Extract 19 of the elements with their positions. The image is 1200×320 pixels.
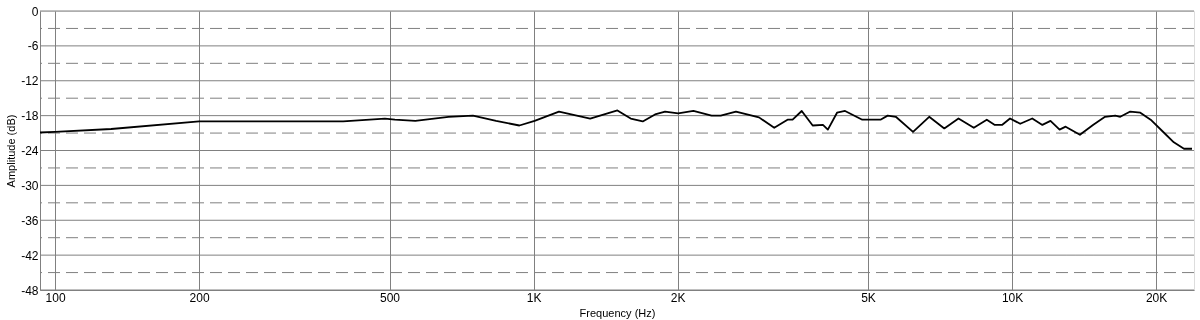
y-tick-label: -48 xyxy=(21,283,39,298)
x-tick-label: 20K xyxy=(1145,290,1168,305)
y-tick-label: -24 xyxy=(21,144,39,158)
y-tick-label: -6 xyxy=(27,39,39,54)
x-tick-label: 200 xyxy=(189,290,210,305)
y-axis-title: Amplitude (dB) xyxy=(5,114,18,188)
x-axis-title: Frequency (Hz) xyxy=(579,306,656,319)
y-tick-label: -30 xyxy=(21,178,39,193)
x-tick-label: 1K xyxy=(526,290,542,305)
y-tick-label: -42 xyxy=(21,248,39,263)
x-tick-label: 5K xyxy=(861,290,876,305)
x-tick-label: 2K xyxy=(670,290,686,305)
x-tick-label: 500 xyxy=(380,290,401,305)
x-tick-label: 10K xyxy=(1001,290,1024,305)
x-tick-label: 100 xyxy=(45,290,66,305)
y-tick-label: -36 xyxy=(21,213,39,228)
y-tick-label: 0 xyxy=(31,4,39,19)
y-tick-label: -12 xyxy=(21,74,39,89)
y-tick-label: -18 xyxy=(21,109,39,124)
